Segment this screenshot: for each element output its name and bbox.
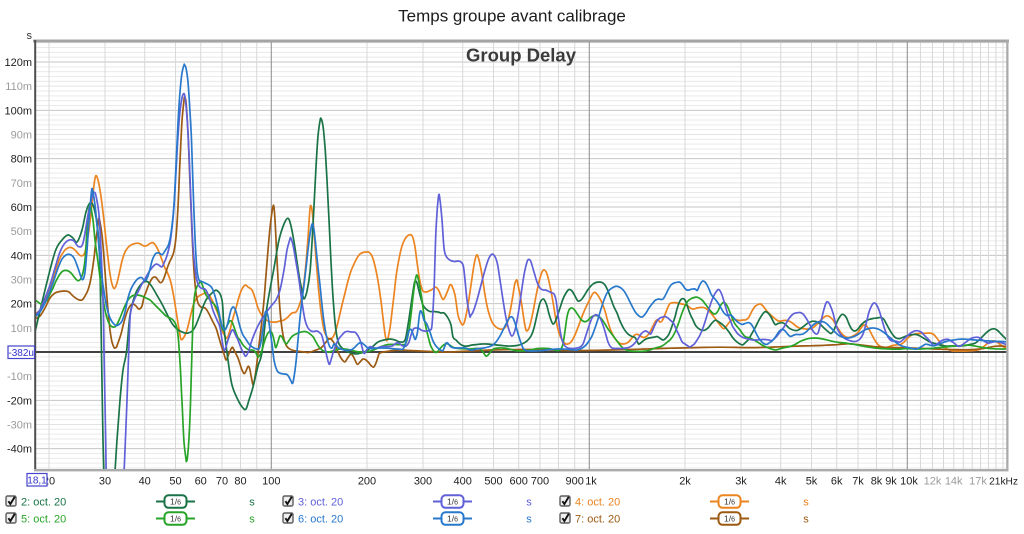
svg-text:9k: 9k [885, 476, 897, 488]
svg-text:2: oct. 20: 2: oct. 20 [21, 497, 66, 509]
svg-text:Group Delay: Group Delay [466, 45, 577, 66]
svg-text:500: 500 [484, 476, 502, 488]
svg-text:7k: 7k [852, 476, 864, 488]
svg-text:21kHz: 21kHz [989, 477, 1018, 488]
svg-text:7: oct. 20: 7: oct. 20 [575, 514, 620, 526]
svg-text:100m: 100m [4, 105, 32, 117]
svg-text:700: 700 [531, 476, 549, 488]
svg-text:110m: 110m [5, 81, 32, 93]
svg-text:6: oct. 20: 6: oct. 20 [298, 514, 343, 526]
svg-text:1/6: 1/6 [724, 514, 735, 524]
svg-text:900: 900 [566, 476, 584, 488]
svg-text:1/6: 1/6 [724, 497, 735, 507]
svg-text:-40m: -40m [7, 444, 32, 456]
svg-text:5: oct. 20: 5: oct. 20 [21, 514, 66, 526]
svg-text:1/6: 1/6 [170, 497, 181, 507]
svg-text:10k: 10k [900, 476, 918, 488]
svg-text:-382u: -382u [8, 348, 34, 359]
svg-text:-10m: -10m [7, 371, 32, 383]
svg-text:70m: 70m [11, 178, 32, 190]
svg-text:s: s [526, 497, 532, 509]
svg-text:80: 80 [234, 476, 246, 488]
svg-text:4k: 4k [775, 476, 787, 488]
svg-text:2k: 2k [679, 476, 691, 488]
svg-text:-30m: -30m [7, 420, 32, 432]
svg-text:s: s [803, 497, 809, 509]
svg-text:6k: 6k [831, 476, 843, 488]
svg-text:4: oct. 20: 4: oct. 20 [575, 497, 620, 509]
svg-text:20m: 20m [11, 299, 32, 311]
svg-text:1k: 1k [585, 476, 597, 488]
svg-text:60: 60 [195, 476, 207, 488]
svg-text:1/6: 1/6 [447, 514, 458, 524]
svg-text:40m: 40m [11, 250, 32, 262]
svg-text:-20m: -20m [7, 395, 32, 407]
svg-text:s: s [526, 514, 532, 526]
svg-text:1/6: 1/6 [170, 514, 181, 524]
svg-text:300: 300 [414, 476, 432, 488]
svg-text:8k: 8k [871, 476, 883, 488]
svg-text:70: 70 [216, 476, 228, 488]
svg-text:s: s [249, 514, 255, 526]
svg-text:90m: 90m [11, 130, 32, 142]
svg-text:50: 50 [169, 476, 181, 488]
svg-text:14k: 14k [945, 476, 963, 488]
svg-text:60m: 60m [11, 202, 32, 214]
svg-text:10m: 10m [11, 323, 32, 335]
svg-text:3: oct. 20: 3: oct. 20 [298, 497, 343, 509]
svg-text:s: s [803, 514, 809, 526]
svg-text:Temps groupe avant calibrage: Temps groupe avant calibrage [398, 7, 626, 26]
svg-text:s: s [249, 497, 255, 509]
svg-text:120m: 120m [4, 57, 32, 69]
svg-text:100: 100 [262, 476, 280, 488]
svg-text:50m: 50m [11, 226, 32, 238]
svg-text:200: 200 [358, 476, 376, 488]
svg-text:s: s [27, 30, 33, 42]
svg-text:17k: 17k [969, 476, 987, 488]
svg-text:400: 400 [454, 476, 472, 488]
svg-text:80m: 80m [11, 154, 32, 166]
svg-text:18,1: 18,1 [27, 475, 47, 486]
svg-text:30: 30 [99, 476, 111, 488]
svg-text:12k: 12k [924, 476, 942, 488]
svg-text:5k: 5k [806, 476, 818, 488]
svg-text:600: 600 [510, 476, 528, 488]
svg-text:30m: 30m [11, 275, 32, 287]
svg-text:40: 40 [139, 476, 151, 488]
svg-text:1/6: 1/6 [447, 497, 458, 507]
svg-text:3k: 3k [735, 476, 747, 488]
